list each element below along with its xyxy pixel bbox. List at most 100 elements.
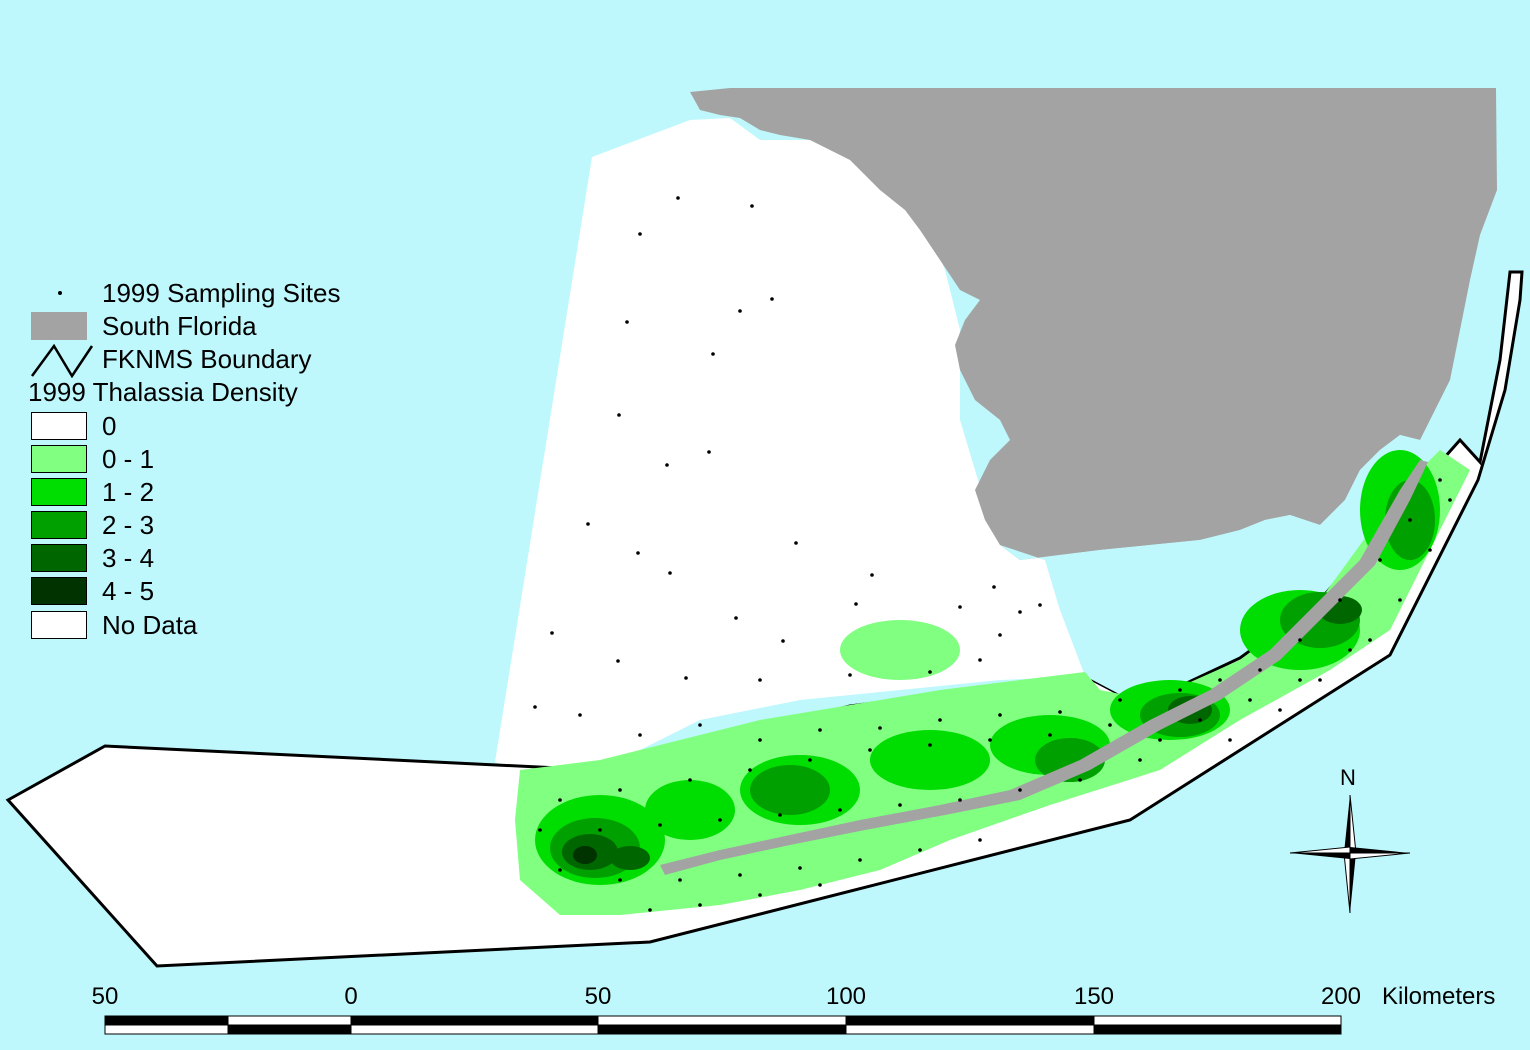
sampling-site-dot [665,463,669,467]
dot-icon [58,291,62,295]
sampling-site-dot [598,828,602,832]
class-label: 0 [102,411,117,441]
class-label: 2 - 3 [102,510,155,540]
sampling-site-dot [858,858,862,862]
sampling-site-dot [707,450,711,454]
sampling-site-dot [1218,678,1222,682]
boundary-line-icon [30,343,94,378]
sampling-site-dot [533,705,537,709]
class-swatch [31,544,87,572]
class-swatch [31,412,87,440]
sampling-site-dot [998,633,1002,637]
sampling-site-dot [1448,498,1452,502]
sampling-site-dot [648,908,652,912]
sampling-site-dot [738,309,742,313]
class-swatch [31,478,87,506]
sampling-site-dot [550,631,554,635]
sampling-site-dot [1278,708,1282,712]
sampling-sites [533,196,1452,912]
sampling-site-dot [758,738,762,742]
sampling-site-dot [1198,718,1202,722]
sampling-site-dot [1018,788,1022,792]
sampling-site-dot [958,605,962,609]
sampling-site-dot [678,878,682,882]
sampling-site-dot [578,713,582,717]
sampling-site-dot [750,204,754,208]
sampling-site-dot [711,352,715,356]
sampling-site-dot [688,778,692,782]
sampling-site-dot [1118,698,1122,702]
land-swatch [31,312,87,340]
sampling-site-dot [618,878,622,882]
sampling-site-dot [781,639,785,643]
sampling-site-dot [870,573,874,577]
scale-bar [104,1015,1342,1035]
sampling-site-dot [558,798,562,802]
sampling-site-dot [854,602,858,606]
class-swatch [31,445,87,473]
class-swatch [31,577,87,605]
sampling-site-dot [684,676,688,680]
sampling-site-dot [978,658,982,662]
sampling-site-dot [1258,668,1262,672]
sampling-site-dot [770,297,774,301]
sampling-site-dot [718,818,722,822]
sampling-site-dot [1048,733,1052,737]
sampling-site-dot [798,866,802,870]
sampling-site-dot [1398,598,1402,602]
north-label: N [1340,765,1356,790]
sampling-site-dot [1378,558,1382,562]
sampling-site-dot [1298,678,1302,682]
sampling-site-dot [1108,723,1112,727]
sampling-site-dot [1138,758,1142,762]
class-label: No Data [102,610,198,640]
sampling-site-dot [618,788,622,792]
legend-land-label: South Florida [102,311,257,341]
scale-tick-label: 150 [1073,983,1115,1010]
sampling-site-dot [1348,648,1352,652]
sampling-site-dot [638,733,642,737]
sampling-site-dot [928,743,932,747]
sampling-site-dot [838,808,842,812]
sampling-site-dot [1178,688,1182,692]
sampling-site-dot [794,541,798,545]
sampling-site-dot [538,828,542,832]
sampling-site-dot [878,726,882,730]
sampling-site-dot [676,196,680,200]
scale-tick-label: 0 [344,983,358,1010]
sampling-site-dot [1408,518,1412,522]
sampling-site-dot [748,768,752,772]
density-title: 1999 Thalassia Density [28,377,298,407]
scale-tick-label: 100 [825,983,867,1010]
sampling-site-dot [1438,478,1442,482]
sampling-site-dot [734,616,738,620]
density-zones [515,450,1470,915]
sampling-site-dot [928,670,932,674]
sampling-site-dot [918,848,922,852]
sampling-site-dot [848,673,852,677]
scale-tick-label: 200 [1320,983,1362,1010]
florida-bay [1000,435,1420,705]
legend-sites-label: 1999 Sampling Sites [102,278,341,308]
sampling-site-dot [698,723,702,727]
sampling-site-dot [625,320,629,324]
sampling-site-dot [978,838,982,842]
sampling-site-dot [617,413,621,417]
class-label: 3 - 4 [102,543,155,573]
sampling-site-dot [808,758,812,762]
sampling-site-dot [1038,603,1042,607]
sampling-site-dot [1228,738,1232,742]
sampling-site-dot [636,551,640,555]
sampling-site-dot [758,678,762,682]
sampling-site-dot [1018,610,1022,614]
scale-tick-label: 50 [584,983,612,1010]
sampling-site-dot [1248,698,1252,702]
sampling-site-dot [1318,678,1322,682]
sampling-site-dot [558,868,562,872]
north-arrow [1289,794,1411,914]
survey-area-shelf [495,118,1090,770]
sampling-site-dot [1158,738,1162,742]
sampling-site-dot [1058,710,1062,714]
south-florida-land [690,88,1497,560]
